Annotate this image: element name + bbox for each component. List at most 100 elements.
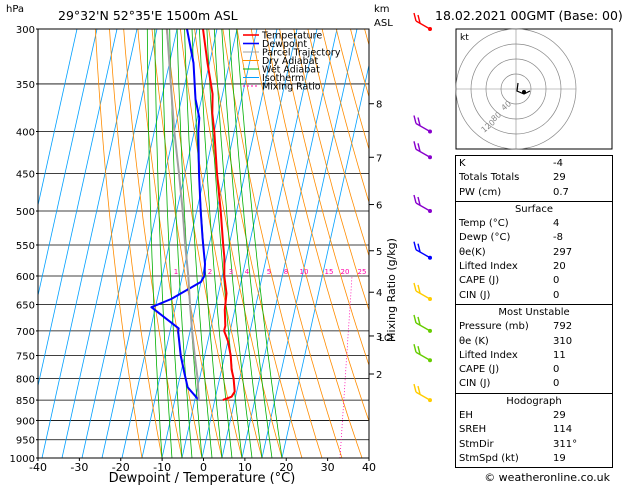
dry-adiabat-40: [194, 29, 283, 458]
wet-adiabat-25: [213, 29, 253, 458]
pressure-tick-label: 400: [16, 128, 35, 139]
legend-entry: Temperature: [261, 31, 322, 42]
location-title: 29°32'N 52°35'E 1500m ASL: [58, 8, 238, 23]
isotherm--70: [61, 29, 158, 458]
wind-barb-flag: [413, 314, 417, 324]
wind-barbs: [413, 12, 432, 403]
wind-barb: [415, 322, 431, 332]
wind-barb-flag: [417, 196, 421, 206]
isotherm--20: [161, 29, 258, 458]
pw-label: PW (cm): [459, 186, 502, 198]
mu-cape-label: CAPE (J): [459, 364, 500, 376]
most-unstable-section: Most Unstable Pressure (mb) 792 θe (K) 310…: [455, 304, 613, 394]
mixing-ratio-axis-label: Mixing Ratio (g/kg): [385, 238, 398, 342]
mu-cin-label: CIN (J): [459, 378, 491, 390]
dry-adiabat--30: [94, 29, 143, 458]
km-tick-label: 5: [376, 247, 382, 258]
pressure-tick-label: 900: [16, 416, 35, 427]
hodograph-section: Hodograph EH 29 SREH 114 StmDir 311° StmSpd…: [455, 393, 613, 469]
wind-barb-flag: [413, 115, 417, 124]
mixing-ratio-label: 5: [267, 268, 271, 276]
sreh-label: SREH: [459, 424, 487, 436]
mixing-ratio-label: 10: [300, 268, 309, 276]
pressure-tick-label: 800: [16, 374, 35, 385]
dry-adiabat-70: [236, 29, 343, 458]
most-unstable-title: Most Unstable: [498, 306, 570, 318]
pw-value: 0.7: [553, 186, 569, 198]
axes: 3003504004505005506006507007508008509009…: [10, 25, 396, 474]
k-index-label: K: [459, 158, 466, 169]
mu-thetae-value: 310: [553, 335, 573, 347]
x-tick-label: 30: [321, 461, 335, 474]
wind-barb-dot: [428, 328, 432, 333]
wet-adiabat-15: [199, 29, 233, 458]
wet-adiabat--15: [154, 29, 173, 458]
wind-barb-dot: [428, 155, 432, 160]
background-lines: 1 2 3 4 5 8 10 15 20 25: [38, 29, 420, 458]
x-tick-label: -30: [70, 461, 88, 474]
totals-label: Totals Totals: [459, 172, 520, 184]
mixing-ratio-line-2: [407, 276, 420, 458]
pressure-tick-label: 650: [16, 301, 35, 312]
isotherm--50: [101, 29, 198, 458]
hodograph-trace: [516, 82, 531, 95]
wet-adiabat-10: [191, 29, 223, 458]
wind-barb-flag: [417, 243, 421, 252]
pressure-tick-label: 600: [16, 272, 35, 283]
isotherm-0: [201, 29, 298, 458]
stmdir-label: StmDir: [459, 438, 494, 450]
isotherm-10: [221, 29, 318, 458]
isotherm-40: [281, 63, 369, 458]
pressure-tick-label: 700: [16, 327, 35, 338]
km-tick-label: 2: [376, 370, 382, 381]
legend-entry: Mixing Ratio: [262, 82, 321, 93]
mu-cape-value: 0: [553, 364, 560, 376]
surface-cin-label: CIN (J): [459, 289, 491, 301]
surface-cin-value: 0: [553, 289, 560, 301]
km-tick-label: 3: [376, 332, 382, 343]
eh-value: 29: [553, 410, 566, 422]
hodograph-title: Hodograph: [506, 395, 562, 407]
km-label: km: [374, 4, 390, 15]
wet-adiabat--20: [146, 29, 163, 458]
dry-adiabat-90: [265, 29, 369, 423]
mixing-ratio-label: 3: [229, 268, 233, 276]
wet-adiabat-30: [221, 29, 263, 458]
wind-barb: [415, 351, 431, 361]
mu-cin-value: 0: [553, 378, 560, 390]
x-tick-label: 40: [362, 461, 376, 474]
legend-entry: Wet Adiabat: [262, 65, 320, 76]
wind-barb: [415, 20, 431, 30]
wind-barb-flag: [417, 385, 421, 395]
wet-adiabat-40: [236, 29, 283, 458]
wind-barb-flag: [417, 316, 421, 326]
legend-entry: Isotherm: [262, 73, 304, 84]
wind-barb-flag: [417, 117, 421, 126]
wind-barb: [415, 391, 431, 401]
profiles: [150, 29, 236, 402]
wet-adiabat-5: [184, 29, 213, 458]
isotherm--90: [38, 29, 118, 388]
surface-li-label: Lifted Index: [459, 261, 518, 273]
dry-adiabat-60: [222, 29, 323, 458]
wind-barb-dot: [428, 358, 432, 363]
x-axis-label: Dewpoint / Temperature (°C): [109, 471, 296, 486]
wind-barb-dot: [428, 296, 432, 301]
mixing-ratio-label: 4: [245, 268, 250, 276]
mu-thetae-label: θe (K): [459, 335, 489, 347]
surface-cape-value: 0: [553, 275, 560, 287]
pressure-tick-label: 850: [16, 396, 35, 407]
lcl-label: LCL: [379, 334, 395, 344]
pressure-tick-label: 450: [16, 169, 35, 180]
dry-adiabat-110: [293, 29, 369, 312]
mu-li-label: Lifted Index: [459, 349, 518, 361]
wind-barb-flag: [413, 344, 417, 353]
surface-thetae-value: 297: [553, 246, 573, 258]
mixing-ratio-line-1: [339, 275, 353, 458]
wind-barb-dot: [428, 398, 432, 403]
datetime-title: 18.02.2021 00GMT (Base: 00): [435, 8, 623, 23]
mixing-ratio-label: 20: [341, 268, 350, 276]
wind-barb-dot: [428, 129, 432, 134]
